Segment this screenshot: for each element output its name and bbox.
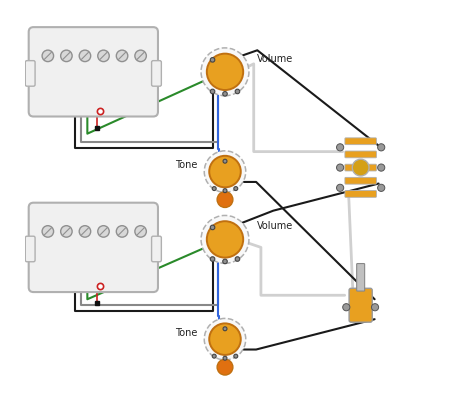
FancyBboxPatch shape — [349, 288, 372, 322]
FancyBboxPatch shape — [345, 151, 376, 158]
Circle shape — [212, 354, 216, 358]
Circle shape — [98, 226, 109, 237]
Circle shape — [371, 304, 378, 311]
Circle shape — [337, 164, 344, 171]
Text: Volume: Volume — [257, 53, 293, 64]
Circle shape — [217, 359, 233, 375]
FancyBboxPatch shape — [152, 61, 162, 86]
Text: Volume: Volume — [257, 221, 293, 231]
Circle shape — [210, 225, 215, 230]
FancyBboxPatch shape — [29, 203, 158, 292]
Circle shape — [209, 323, 241, 355]
FancyBboxPatch shape — [152, 236, 162, 262]
FancyBboxPatch shape — [25, 236, 35, 262]
Circle shape — [378, 184, 385, 192]
Circle shape — [223, 259, 227, 264]
Circle shape — [217, 192, 233, 207]
Circle shape — [235, 257, 240, 261]
Circle shape — [337, 144, 344, 151]
Circle shape — [223, 92, 227, 96]
Text: Tone: Tone — [175, 328, 197, 338]
Circle shape — [234, 187, 238, 191]
Circle shape — [210, 257, 215, 261]
Circle shape — [42, 226, 54, 237]
Circle shape — [234, 354, 238, 358]
Text: Tone: Tone — [175, 160, 197, 170]
Circle shape — [204, 151, 246, 192]
Circle shape — [210, 57, 215, 62]
FancyBboxPatch shape — [29, 27, 158, 117]
Circle shape — [61, 226, 72, 237]
Circle shape — [204, 318, 246, 360]
FancyBboxPatch shape — [345, 177, 376, 184]
Circle shape — [207, 221, 243, 258]
Circle shape — [79, 50, 91, 61]
Circle shape — [212, 187, 216, 191]
FancyBboxPatch shape — [357, 264, 365, 291]
Circle shape — [337, 184, 344, 192]
Circle shape — [201, 48, 249, 96]
Circle shape — [207, 53, 243, 90]
Circle shape — [343, 304, 350, 311]
FancyBboxPatch shape — [345, 164, 376, 171]
Circle shape — [135, 226, 146, 237]
Circle shape — [209, 156, 241, 188]
FancyBboxPatch shape — [25, 61, 35, 86]
Circle shape — [223, 327, 227, 331]
Circle shape — [378, 144, 385, 151]
Circle shape — [135, 50, 146, 61]
Circle shape — [378, 164, 385, 171]
Circle shape — [98, 50, 109, 61]
Circle shape — [42, 50, 54, 61]
FancyBboxPatch shape — [345, 191, 376, 198]
FancyBboxPatch shape — [345, 138, 376, 145]
Circle shape — [201, 215, 249, 263]
Circle shape — [223, 356, 227, 360]
Circle shape — [61, 50, 72, 61]
Circle shape — [116, 226, 128, 237]
Circle shape — [352, 159, 369, 176]
Circle shape — [235, 89, 240, 94]
Circle shape — [116, 50, 128, 61]
Circle shape — [223, 189, 227, 193]
Circle shape — [79, 226, 91, 237]
Circle shape — [210, 89, 215, 94]
Circle shape — [223, 159, 227, 163]
